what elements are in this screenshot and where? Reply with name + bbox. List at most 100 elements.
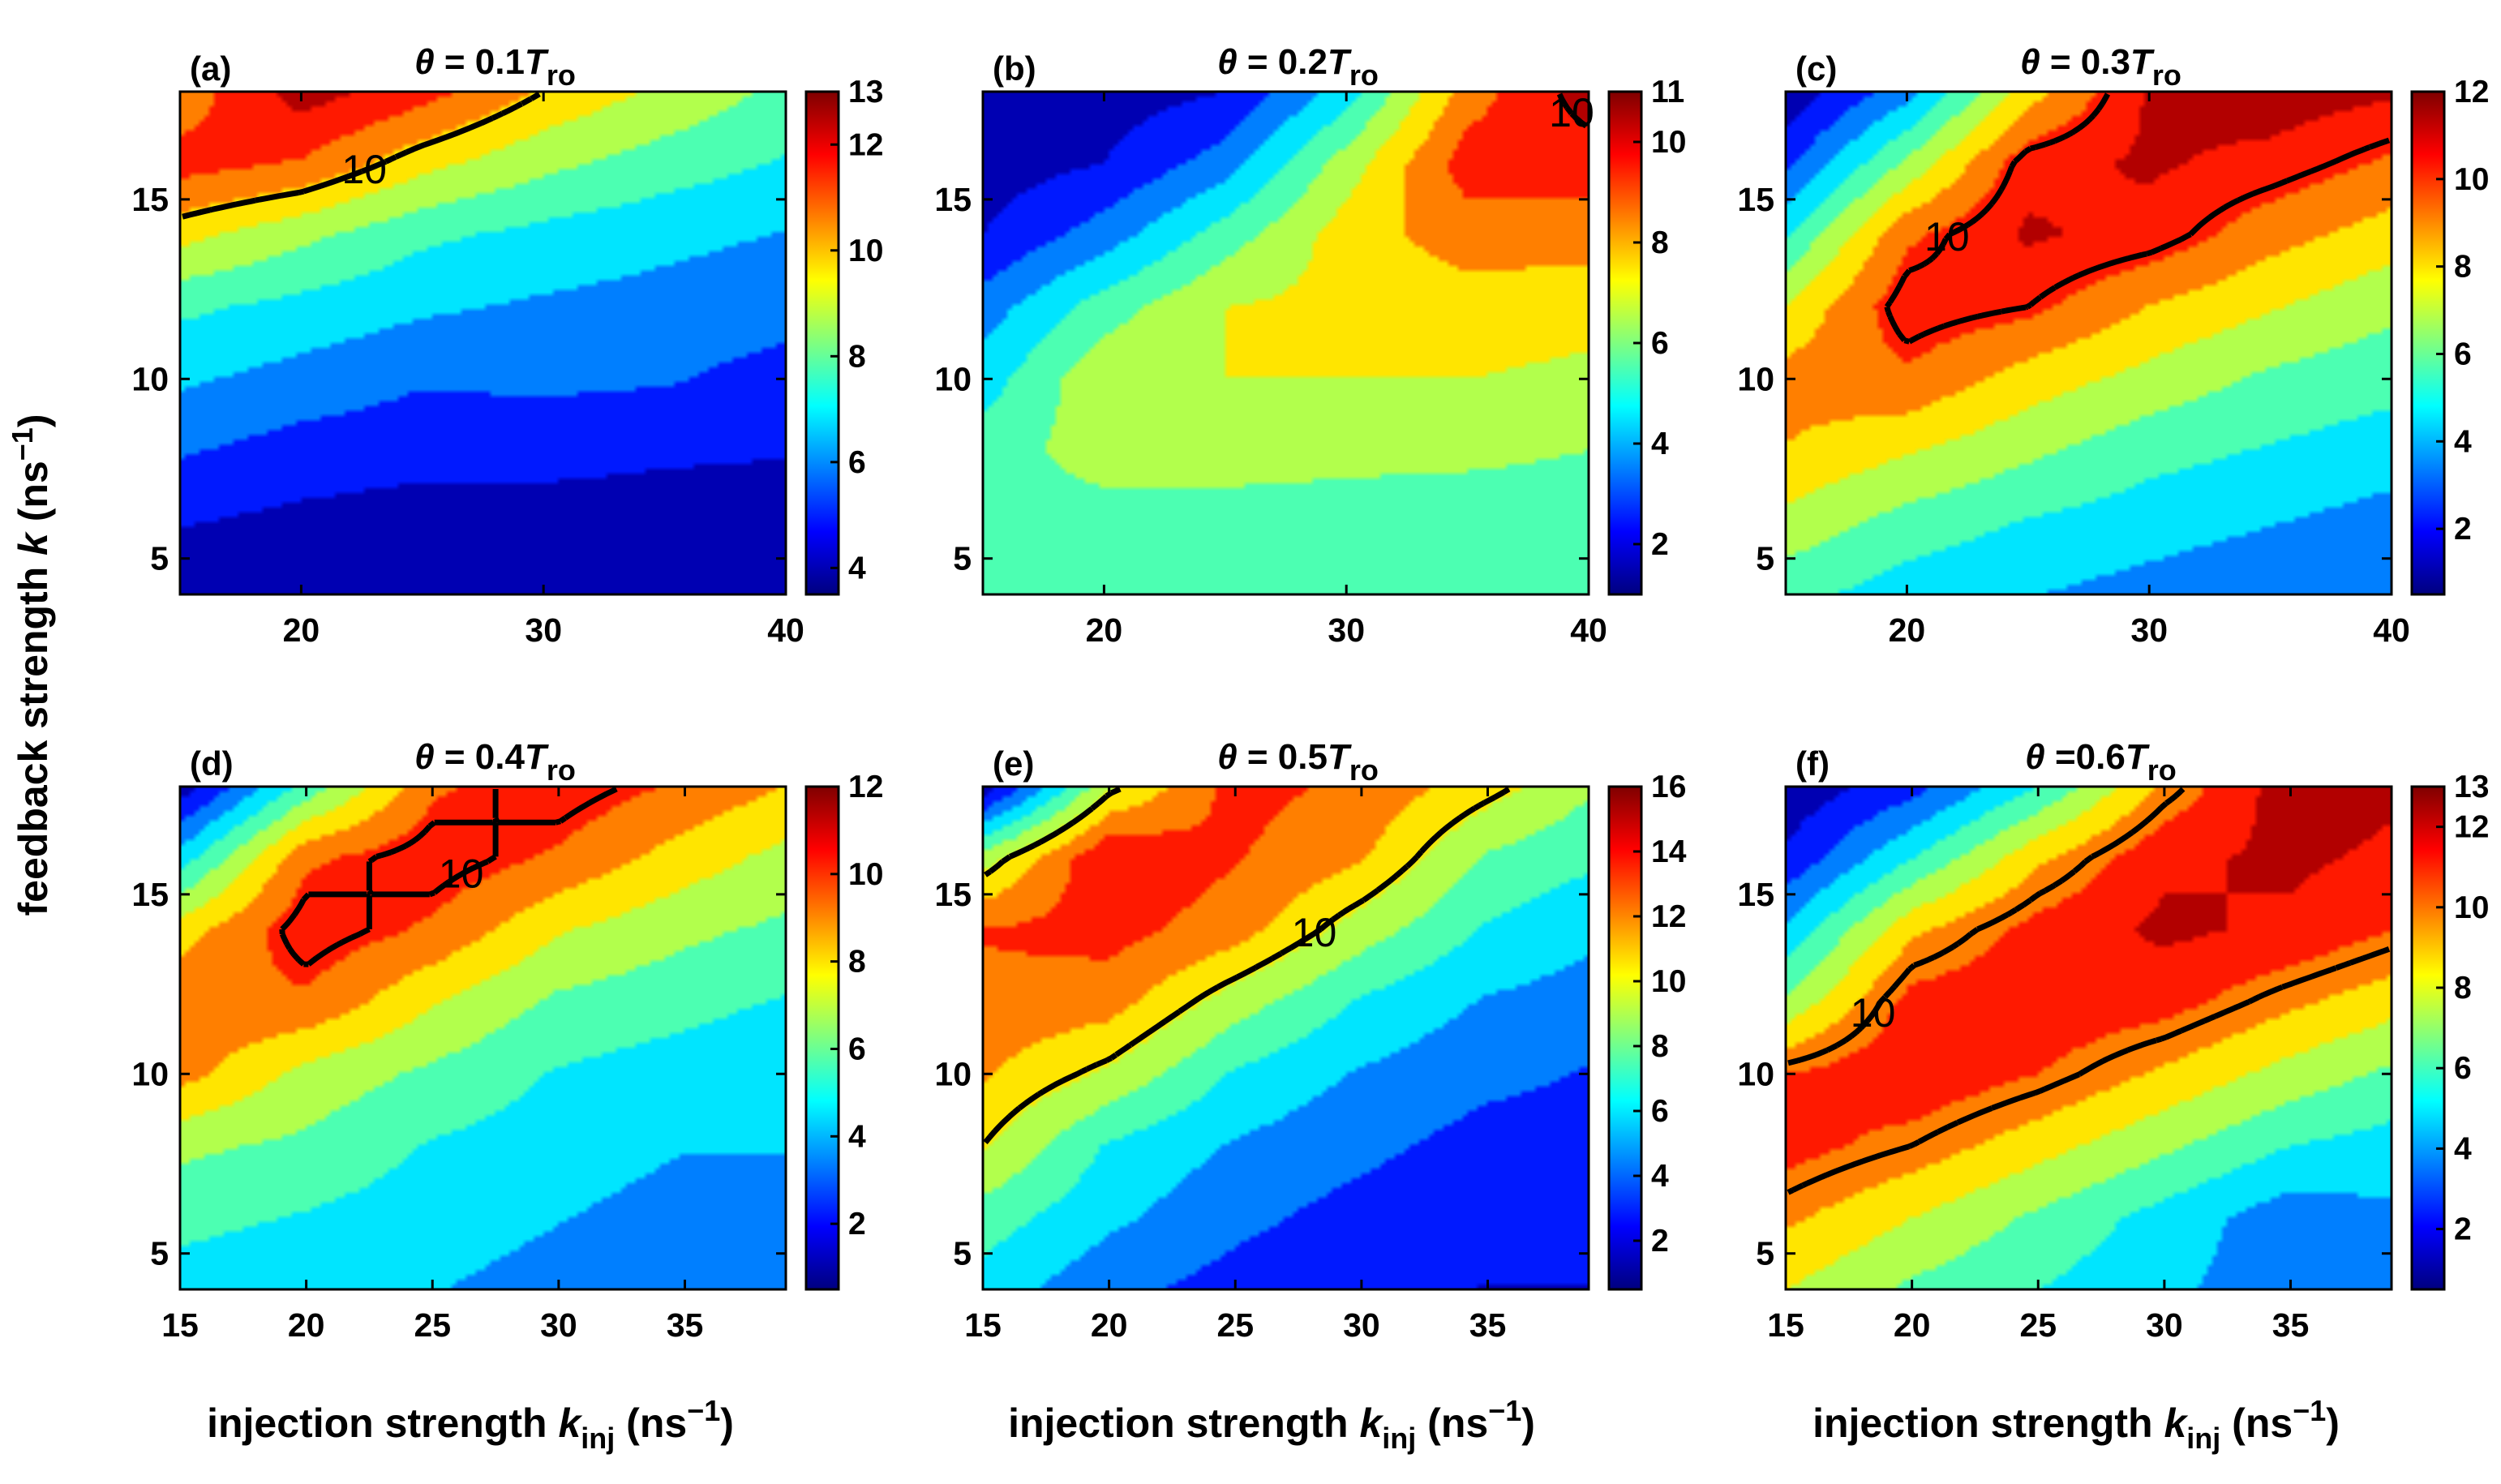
y-tick-label: 15: [1737, 876, 1774, 913]
y-tick-label: 15: [131, 876, 169, 913]
panel-b: 10 20 30 40 5 10 15 (b) θ = 0.2Tro 2 4 6 8 10 11: [934, 42, 1686, 649]
heatmap-f: [1786, 787, 2392, 1289]
panel-title-d: θ = 0.4Tro: [414, 737, 576, 787]
panels: 10 20 30 40 5 10 15 (a) θ = 0.1Tro 4 6 8 10 12 13 10 20 3…: [131, 42, 2489, 1344]
y-tick-label: 5: [150, 1235, 169, 1272]
heatmap-c: [1786, 92, 2392, 594]
y-tick-label: 10: [1737, 1055, 1774, 1092]
colorbar-tick-label: 6: [1651, 1094, 1669, 1129]
colorbar-tick-label: 12: [2454, 75, 2489, 109]
colorbar-tick-label: 8: [2454, 250, 2472, 285]
x-tick-label: 40: [1570, 611, 1607, 649]
colorbar-tick-label: 14: [1651, 834, 1687, 869]
x-tick-label: 35: [2272, 1306, 2310, 1344]
panel-label-b: (b): [993, 49, 1036, 88]
colorbar-tick-label: 4: [1651, 1159, 1669, 1194]
panel-label-a: (a): [190, 49, 231, 88]
axes-frame-b: [981, 90, 1590, 596]
x-tick-label: 30: [1328, 611, 1365, 649]
colorbar-tick-label: 4: [848, 1119, 866, 1154]
colorbar-tick-label: 6: [848, 445, 866, 480]
colorbar-tick-label: 10: [848, 234, 883, 268]
x-tick-label: 20: [288, 1306, 325, 1344]
x-tick-label: 40: [767, 611, 804, 649]
panel-label-f: (f): [1795, 744, 1830, 783]
x-tick-label: 35: [667, 1306, 704, 1344]
colorbar-tick-label: 8: [2454, 971, 2472, 1006]
contour-line-f: [1787, 787, 2391, 1195]
axes-frame-a: [178, 90, 787, 596]
colorbar-tick-label: 8: [1651, 1029, 1669, 1064]
x-tick-label: 30: [1343, 1306, 1380, 1344]
colorbar-tick-label: 2: [2454, 1212, 2472, 1247]
panel-a: 10 20 30 40 5 10 15 (a) θ = 0.1Tro 4 6 8 10 12 13: [131, 42, 883, 649]
y-axis-label: feedback strength k (ns−1): [6, 414, 56, 916]
x-tick-label: 15: [161, 1306, 199, 1344]
colorbar-tick-label: 11: [1651, 75, 1684, 109]
axes-frame-c: [1784, 90, 2393, 596]
y-tick-label: 10: [131, 360, 169, 397]
colorbar-tick-label: 12: [1651, 899, 1686, 934]
contour-line-c: [1884, 92, 2391, 345]
colorbar-tick-label: 16: [1651, 770, 1686, 804]
panel-title-f: θ =0.6Tro: [2025, 737, 2177, 787]
colorbar-tick-label: 8: [848, 945, 866, 980]
colorbar-tick-label: 10: [848, 857, 883, 892]
y-axis-label-unit: (ns: [11, 461, 56, 533]
y-tick-label: 15: [131, 181, 169, 218]
axes-frame-d: [178, 785, 787, 1291]
x-axis-label-f: injection strength kinj (ns−1): [1812, 1394, 2340, 1455]
colorbar-tick-label: 4: [1651, 427, 1669, 461]
panel-label-e: (e): [993, 744, 1034, 783]
colorbar-tick-label: 12: [2454, 810, 2489, 845]
y-tick-label: 10: [934, 360, 972, 397]
x-tick-label: 15: [1767, 1306, 1804, 1344]
x-tick-label: 20: [283, 611, 320, 649]
colorbar-tick-label: 6: [2454, 337, 2472, 371]
y-axis-label-prefix: feedback strength: [11, 555, 56, 916]
heatmap-e: [983, 787, 1589, 1289]
y-tick-label: 10: [131, 1055, 169, 1092]
x-tick-label: 25: [414, 1306, 451, 1344]
colorbar-tick-label: 10: [2454, 890, 2489, 925]
x-tick-label: 30: [2130, 611, 2168, 649]
contour-label-d: 10: [439, 851, 484, 896]
y-tick-label: 5: [150, 540, 169, 577]
x-tick-label: 25: [1216, 1306, 1254, 1344]
contour-label-b: 10: [1549, 90, 1594, 135]
contour-line-e: [983, 786, 1511, 1145]
colorbar-tick-label: 8: [848, 339, 866, 374]
colorbar-tick-label: 2: [2454, 512, 2472, 547]
colorbar-tick-label: 6: [848, 1032, 866, 1066]
x-tick-label: 20: [1889, 611, 1926, 649]
panel-title-c: θ = 0.3Tro: [2020, 42, 2181, 92]
y-tick-label: 10: [1737, 360, 1774, 397]
colorbar-tick-label: 4: [848, 551, 866, 585]
panel-title-b: θ = 0.2Tro: [1217, 42, 1379, 92]
heatmap-b: [983, 92, 1589, 594]
colorbar-tick-label: 8: [1651, 225, 1669, 260]
y-tick-label: 15: [934, 181, 972, 218]
heatmap-a: [180, 92, 786, 594]
colorbar-tick-label: 6: [1651, 326, 1669, 361]
x-tick-label: 20: [1086, 611, 1123, 649]
x-tick-label: 40: [2373, 611, 2410, 649]
x-tick-label: 30: [2146, 1306, 2183, 1344]
colorbar-tick-label: 10: [1651, 125, 1686, 160]
colorbar-tick-label: 10: [1651, 964, 1686, 999]
panel-title-e: θ = 0.5Tro: [1217, 737, 1379, 787]
contour-line-d: [279, 786, 618, 967]
y-tick-label: 5: [953, 540, 972, 577]
panel-f: 10 15 20 25 30 35 5 10 15 (f) θ =0.6Tro 2 4 6 8 10 12 13: [1737, 737, 2489, 1344]
y-tick-label: 15: [934, 876, 972, 913]
colorbar-tick-label: 2: [1651, 527, 1669, 562]
x-tick-label: 35: [1469, 1306, 1507, 1344]
y-axis-label-exp: −1: [6, 427, 39, 461]
y-axis-label-var: k: [11, 531, 56, 555]
y-tick-label: 5: [1756, 540, 1774, 577]
colorbar-tick-label: 10: [2454, 162, 2489, 197]
y-tick-label: 5: [1756, 1235, 1774, 1272]
colorbar-tick-label: 2: [1651, 1224, 1669, 1259]
panel-d: 10 15 20 25 30 35 5 10 15 (d) θ = 0.4Tro 2 4 6 8 10 12: [131, 737, 883, 1344]
